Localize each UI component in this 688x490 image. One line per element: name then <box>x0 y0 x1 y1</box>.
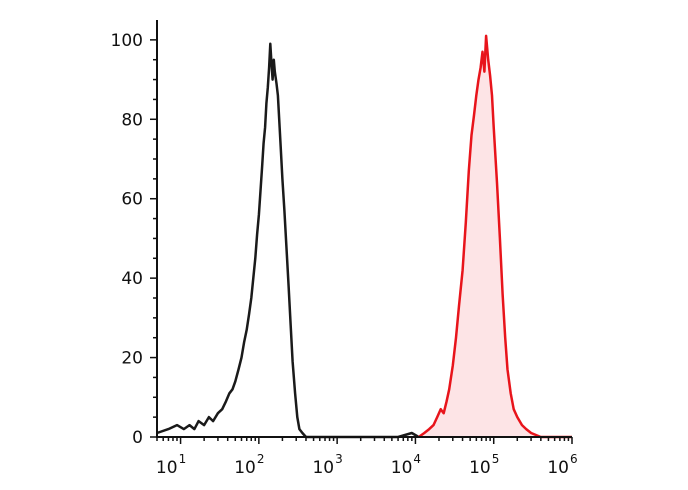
x-tick-exponent: 4 <box>413 452 421 466</box>
x-axis-ticks: 10 1 10 2 10 3 10 4 10 5 10 6 <box>156 437 578 478</box>
x-tick-exponent: 3 <box>335 452 343 466</box>
x-tick-label: 10 <box>312 458 334 478</box>
series-1-fill <box>418 35 572 438</box>
x-tick-exponent: 1 <box>179 452 187 466</box>
x-tick-exponent: 2 <box>257 452 265 466</box>
y-tick-label: 0 <box>132 428 143 448</box>
series-1-line <box>417 34 572 439</box>
y-tick-label: 80 <box>121 110 143 130</box>
y-axis-ticks: 0 20 40 60 80 100 <box>111 31 157 448</box>
x-tick-label: 10 <box>469 458 491 478</box>
series-layer <box>156 34 572 439</box>
series-0-line <box>156 42 420 439</box>
x-tick-label: 10 <box>234 458 256 478</box>
y-tick-label: 60 <box>121 190 143 210</box>
x-tick-exponent: 6 <box>570 452 578 466</box>
y-tick-label: 40 <box>121 269 143 289</box>
x-tick-label: 10 <box>391 458 413 478</box>
x-tick-exponent: 5 <box>492 452 500 466</box>
x-tick-label: 10 <box>156 458 178 478</box>
y-tick-label: 100 <box>111 31 143 51</box>
y-tick-label: 20 <box>121 349 143 369</box>
x-tick-label: 10 <box>547 458 569 478</box>
